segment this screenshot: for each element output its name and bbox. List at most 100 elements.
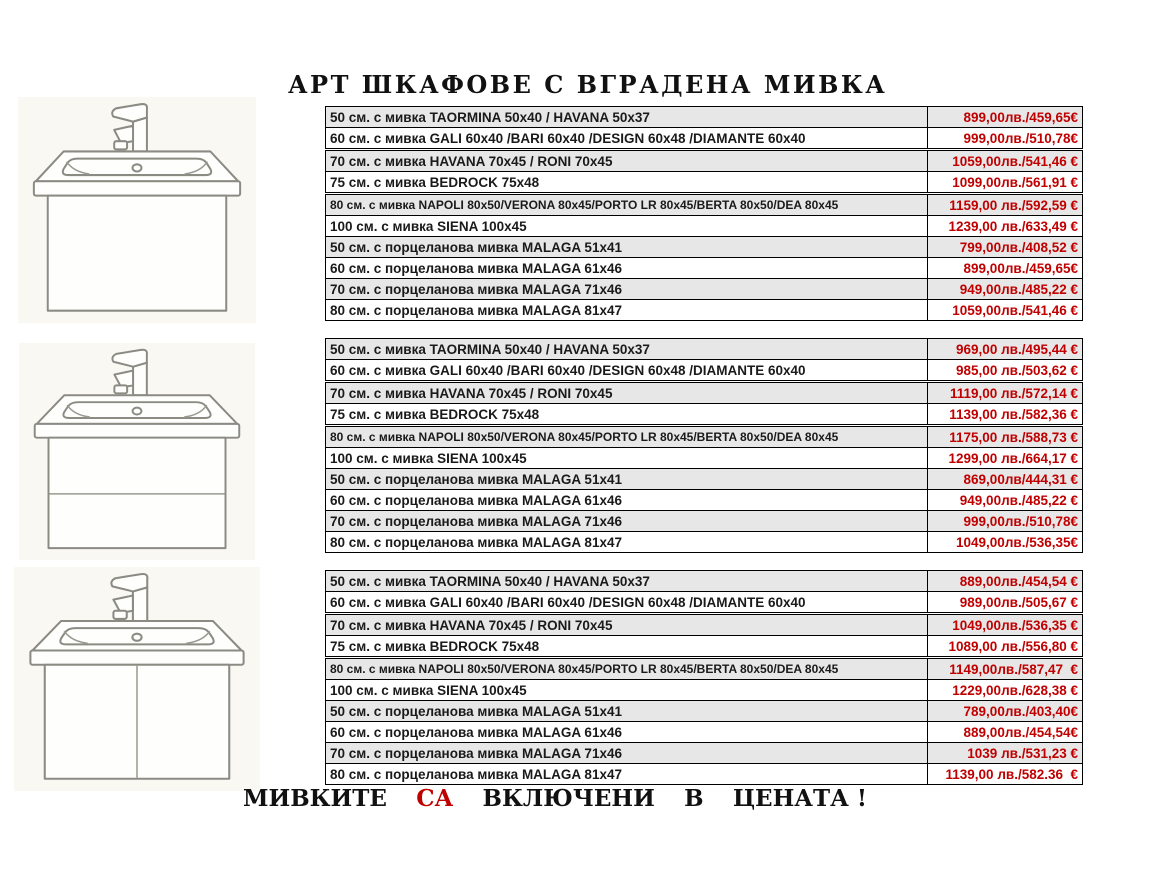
product-price-bgn-eur: 1049,00лв./536,35 € [952, 617, 1078, 633]
countertop-edge [33, 422, 241, 439]
price-table-row: 75 см. с мивка BEDROCK 75x48 1089,00 лв./… [325, 635, 1083, 657]
product-price-bgn-eur: 899,00лв./459,65€ [963, 260, 1078, 276]
price-table-row: 60 см. с мивка GALI 60x40 /BARI 60x40 /D… [325, 591, 1083, 613]
price-table-row: 60 см. с порцеланова мивка MALAGA 61x46 8… [325, 721, 1083, 743]
product-price-bgn-eur: 1175,00 лв./588,73 € [949, 429, 1078, 445]
product-price-bgn-eur: 1149,00лв./587,47 € [949, 661, 1078, 677]
price-table-row: 60 см. с мивка GALI 60x40 /BARI 60x40 /D… [325, 359, 1083, 381]
vanity-sketch-two-doors [14, 567, 260, 791]
product-price-bgn-eur: 985,00 лв./503,62 € [956, 362, 1078, 378]
product-description: 70 см. с порцеланова мивка MALAGA 71x46 [326, 279, 928, 299]
product-description: 100 см. с мивка SIENA 100x45 [326, 680, 928, 700]
product-price-bgn-eur: 889,00лв./454,54 € [959, 573, 1078, 589]
footer-word: МИВКИТЕ [243, 785, 387, 812]
price-table-row: 100 см. с мивка SIENA 100x45 1239,00 лв./… [325, 215, 1083, 237]
product-description: 80 см. с порцеланова мивка MALAGA 81x47 [326, 532, 928, 552]
product-description: 50 см. с порцеланова мивка MALAGA 51x41 [326, 469, 928, 489]
basin-shading [66, 404, 208, 418]
product-description: 60 см. с мивка GALI 60x40 /BARI 60x40 /D… [326, 360, 928, 380]
product-price-bgn-eur: 1229,00лв./628,38 € [952, 682, 1078, 698]
product-description: 50 см. с мивка TAORMINA 50x40 / HAVANA 5… [326, 571, 928, 591]
product-price-bgn-eur: 949,00лв./485,22 € [959, 281, 1078, 297]
product-description: 50 см. с порцеланова мивка MALAGA 51x41 [326, 237, 928, 257]
price-table-row: 70 см. с мивка HAVANA 70x45 / RONI 70x45… [325, 150, 1083, 172]
product-price-bgn-eur: 1049,00лв./536,35€ [956, 534, 1078, 550]
footer-word-highlight: СА [416, 785, 454, 812]
product-price-bgn-eur: 1299,00 лв./664,17 € [948, 450, 1078, 466]
product-price-bgn-eur: 949,00лв./485,22 € [959, 492, 1078, 508]
product-price-bgn-eur: 1139,00 лв./582,36 € [949, 406, 1078, 422]
price-table-row: 100 см. с мивка SIENA 100x45 1229,00лв./6… [325, 679, 1083, 701]
product-price-bgn-eur: 989,00лв./505,67 € [959, 594, 1078, 610]
product-price-bgn-eur: 1159,00 лв./592,59 € [949, 197, 1078, 213]
price-table-row: 60 см. с порцеланова мивка MALAGA 61x46 9… [325, 489, 1083, 511]
product-description: 100 см. с мивка SIENA 100x45 [326, 216, 928, 236]
product-description: 50 см. с порцеланова мивка MALAGA 51x41 [326, 701, 928, 721]
footer-word: В [684, 785, 704, 812]
price-table-row: 100 см. с мивка SIENA 100x45 1299,00 лв./… [325, 447, 1083, 469]
product-description: 70 см. с мивка HAVANA 70x45 / RONI 70x45 [326, 383, 928, 403]
product-price-bgn-eur: 1039 лв./531,23 € [967, 745, 1078, 761]
vanity-sketch-two-drawers [19, 343, 255, 560]
price-table-row: 60 см. с мивка GALI 60x40 /BARI 60x40 /D… [325, 127, 1083, 149]
price-table-row: 70 см. с мивка HAVANA 70x45 / RONI 70x45… [325, 614, 1083, 636]
product-price-bgn-eur: 889,00лв./454,54€ [963, 724, 1078, 740]
product-price-bgn-eur: 1059,00лв./541,46 € [952, 302, 1078, 318]
product-description: 80 см. с порцеланова мивка MALAGA 81x47 [326, 300, 928, 320]
product-price-bgn-eur: 1119,00 лв./572,14 € [950, 385, 1078, 401]
price-table-1: 50 см. с мивка TAORMINA 50x40 / HAVANA 5… [325, 106, 1083, 321]
product-description: 100 см. с мивка SIENA 100x45 [326, 448, 928, 468]
price-table-row: 80 см. с мивка NAPOLI 80x50/VERONA 80x45… [325, 426, 1083, 448]
product-description: 60 см. с порцеланова мивка MALAGA 61x46 [326, 258, 928, 278]
footer-word: ВКЛЮЧЕНИ [482, 785, 655, 812]
product-description: 75 см. с мивка BEDROCK 75x48 [326, 172, 928, 192]
price-table-row: 80 см. с порцеланова мивка MALAGA 81x47 1… [325, 763, 1083, 785]
price-table-row: 75 см. с мивка BEDROCK 75x48 1099,00лв./5… [325, 171, 1083, 193]
cabinet-body [46, 194, 228, 312]
basin-shading [65, 161, 209, 175]
product-description: 75 см. с мивка BEDROCK 75x48 [326, 636, 928, 656]
product-description: 75 см. с мивка BEDROCK 75x48 [326, 404, 928, 424]
product-description: 60 см. с порцеланова мивка MALAGA 61x46 [326, 490, 928, 510]
price-table-row: 75 см. с мивка BEDROCK 75x48 1139,00 лв./… [325, 403, 1083, 425]
product-price-bgn-eur: 999,00лв./510,78€ [963, 513, 1078, 529]
product-price-bgn-eur: 799,00лв./408,52 € [959, 239, 1078, 255]
product-description: 50 см. с мивка TAORMINA 50x40 / HAVANA 5… [326, 107, 928, 127]
cabinet-body [47, 436, 227, 550]
product-price-bgn-eur: 1139,00 лв./582.36 € [945, 766, 1078, 782]
product-description: 60 см. с мивка GALI 60x40 /BARI 60x40 /D… [326, 592, 928, 612]
product-price-bgn-eur: 1089,00 лв./556,80 € [948, 638, 1078, 654]
price-table-row: 50 см. с порцеланова мивка MALAGA 51x41 7… [325, 236, 1083, 258]
overflow-hole [131, 163, 143, 173]
page-title: АРТ ШКАФОВЕ С ВГРАДЕНА МИВКА [288, 70, 888, 99]
product-description: 60 см. с мивка GALI 60x40 /BARI 60x40 /D… [326, 128, 928, 148]
vanity-sketch-single-front [18, 97, 256, 323]
product-description: 80 см. с мивка NAPOLI 80x50/VERONA 80x45… [326, 427, 928, 447]
price-table-row: 70 см. с порцеланова мивка MALAGA 71x46 1… [325, 742, 1083, 764]
price-table-row: 70 см. с порцеланова мивка MALAGA 71x46 9… [325, 510, 1083, 532]
price-table-row: 50 см. с мивка TAORMINA 50x40 / HAVANA 5… [325, 338, 1083, 360]
price-table-row: 80 см. с мивка NAPOLI 80x50/VERONA 80x45… [325, 194, 1083, 216]
product-price-bgn-eur: 899,00лв./459,65€ [963, 109, 1078, 125]
countertop-edge [29, 649, 245, 666]
product-price-bgn-eur: 969,00 лв./495,44 € [956, 341, 1078, 357]
product-description: 80 см. с мивка NAPOLI 80x50/VERONA 80x45… [326, 195, 928, 215]
price-table-row: 60 см. с порцеланова мивка MALAGA 61x46 8… [325, 257, 1083, 279]
product-price-bgn-eur: 999,00лв./510,78€ [963, 130, 1078, 146]
product-price-bgn-eur: 1099,00лв./561,91 € [952, 174, 1078, 190]
faucet-icon [111, 348, 148, 397]
product-price-bgn-eur: 1059,00лв./541,46 € [952, 153, 1078, 169]
product-description: 50 см. с мивка TAORMINA 50x40 / HAVANA 5… [326, 339, 928, 359]
price-table-row: 70 см. с порцеланова мивка MALAGA 71x46 9… [325, 278, 1083, 300]
product-price-bgn-eur: 789,00лв./403,40€ [963, 703, 1078, 719]
price-table-row: 80 см. с мивка NAPOLI 80x50/VERONA 80x45… [325, 658, 1083, 680]
product-price-bgn-eur: 869,00лв/444,31 € [963, 471, 1078, 487]
faucet-icon [110, 572, 149, 622]
product-price-bgn-eur: 1239,00 лв./633,49 € [948, 218, 1078, 234]
footer-note: МИВКИТЕ СА ВКЛЮЧЕНИ В ЦЕНАТА ! [243, 785, 867, 812]
product-description: 70 см. с мивка HAVANA 70x45 / RONI 70x45 [326, 615, 928, 635]
product-description: 80 см. с порцеланова мивка MALAGA 81x47 [326, 764, 928, 784]
countertop-edge [32, 180, 242, 197]
price-table-2: 50 см. с мивка TAORMINA 50x40 / HAVANA 5… [325, 338, 1083, 553]
product-description: 60 см. с порцеланова мивка MALAGA 61x46 [326, 722, 928, 742]
